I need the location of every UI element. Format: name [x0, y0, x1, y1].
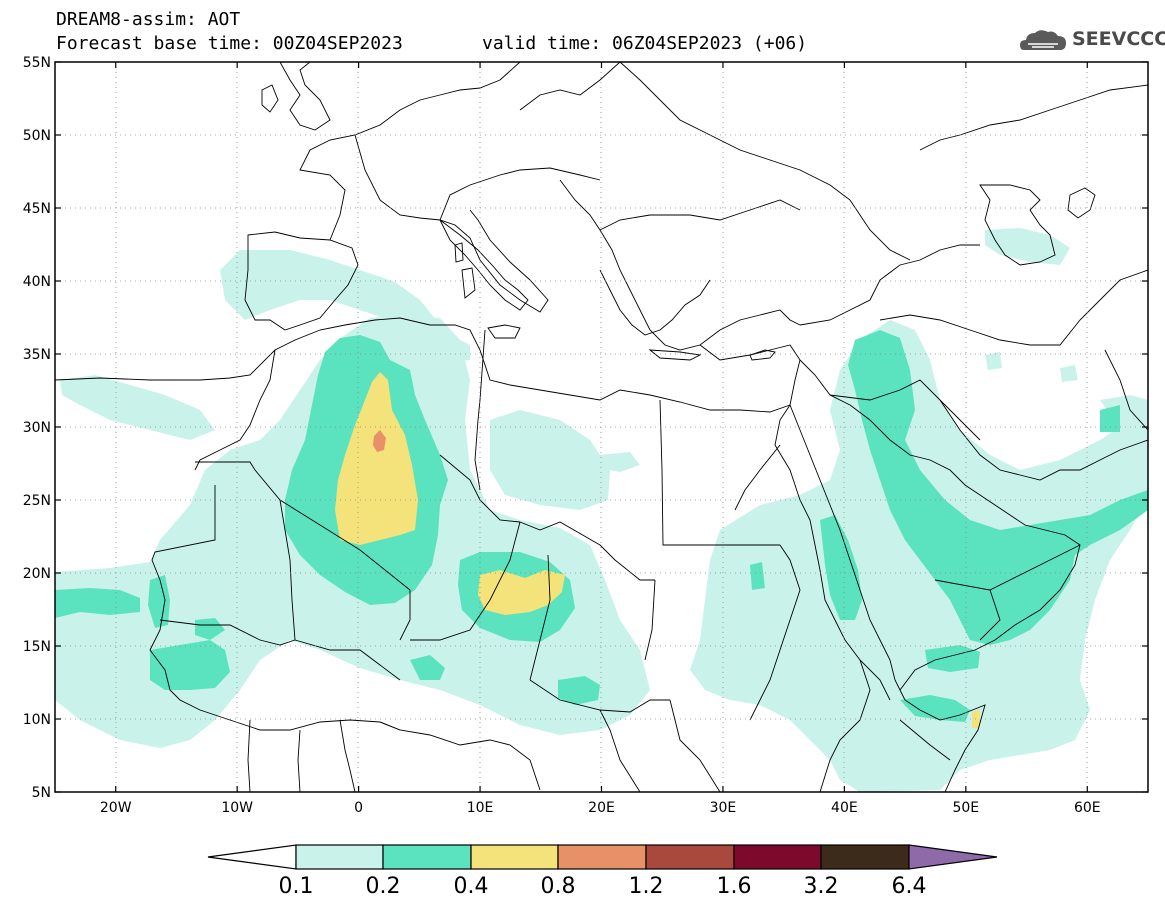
- colorbar-label: 3.2: [804, 874, 839, 899]
- map-title: DREAM8-assim: AOT: [56, 9, 241, 30]
- colorbar-label: 0.2: [366, 874, 401, 899]
- colorbar-under-triangle: [207, 844, 297, 870]
- lon-label: 0: [354, 800, 363, 816]
- coastlines-borders: [55, 62, 1148, 792]
- colorbar-box-6: [733, 844, 822, 870]
- aot-level-0-8: [373, 430, 386, 452]
- colorbar-box-5: [645, 844, 735, 870]
- lat-label: 30N: [23, 420, 51, 436]
- lon-label: 20W: [100, 800, 132, 816]
- lat-label: 35N: [23, 347, 51, 363]
- lon-label: 40E: [831, 800, 858, 816]
- lat-lon-grid: [55, 62, 1148, 792]
- lat-label: 45N: [23, 201, 51, 217]
- lon-label: 10W: [221, 800, 253, 816]
- colorbar-label: 6.4: [892, 874, 927, 899]
- lat-label: 40N: [23, 274, 51, 290]
- lat-label: 20N: [23, 566, 51, 582]
- lon-label: 60E: [1074, 800, 1101, 816]
- colorbar-box-2: [382, 844, 472, 870]
- lat-label: 10N: [23, 712, 51, 728]
- colorbar-box-7: [820, 844, 910, 870]
- colorbar-over-triangle: [908, 844, 998, 870]
- lon-label: 20E: [588, 800, 615, 816]
- colorbar-label: 0.4: [454, 874, 489, 899]
- lat-label: 55N: [23, 55, 51, 71]
- lon-label: 30E: [710, 800, 737, 816]
- colorbar-label: 0.8: [541, 874, 576, 899]
- colorbar-label: 1.6: [717, 874, 752, 899]
- colorbar-label: 0.1: [279, 874, 314, 899]
- colorbar-box-1: [295, 844, 384, 870]
- lon-label: 50E: [952, 800, 979, 816]
- cloud-logo-icon: [1020, 30, 1066, 50]
- axis-ticks: [55, 61, 1148, 793]
- colorbar: [207, 844, 998, 870]
- lat-label: 25N: [23, 493, 51, 509]
- lat-label: 50N: [23, 128, 51, 144]
- colorbar-box-4: [557, 844, 647, 870]
- colorbar-box-3: [470, 844, 559, 870]
- lat-label: 5N: [32, 785, 51, 801]
- colorbar-label: 1.2: [629, 874, 664, 899]
- lon-label: 10E: [467, 800, 494, 816]
- logo-text: SEEVCCC: [1072, 28, 1165, 50]
- forecast-base-time: Forecast base time: 00Z04SEP2023: [56, 33, 403, 54]
- valid-time: valid time: 06Z04SEP2023 (+06): [482, 33, 808, 54]
- lat-label: 15N: [23, 639, 51, 655]
